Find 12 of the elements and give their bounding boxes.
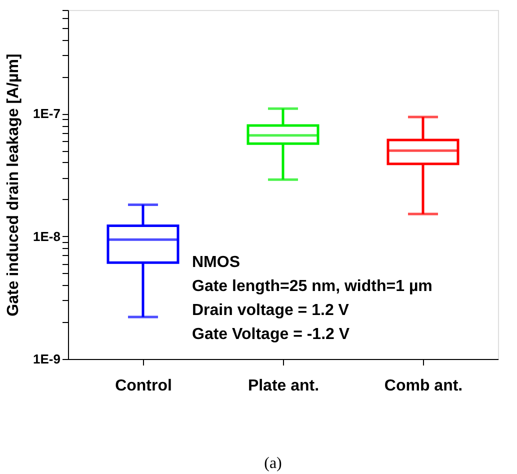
- annotation: Gate length=25 nm, width=1 µm: [192, 278, 432, 295]
- annotation: NMOS: [192, 254, 240, 271]
- x-tick-label: Comb ant.: [384, 378, 463, 394]
- y-tick-label: 1E-9: [33, 352, 60, 366]
- x-tick-label: Plate ant.: [248, 378, 320, 394]
- y-axis-title: Gate induced drain leakage [A/µm]: [5, 54, 22, 316]
- x-tick-label: Control: [115, 378, 172, 394]
- y-tick-label: 1E-8: [33, 228, 60, 244]
- annotation: Drain voltage = 1.2 V: [192, 302, 350, 319]
- y-tick-label: 1E-7: [33, 106, 60, 122]
- text: (a): [264, 455, 282, 472]
- annotation: Gate Voltage = -1.2 V: [192, 326, 350, 343]
